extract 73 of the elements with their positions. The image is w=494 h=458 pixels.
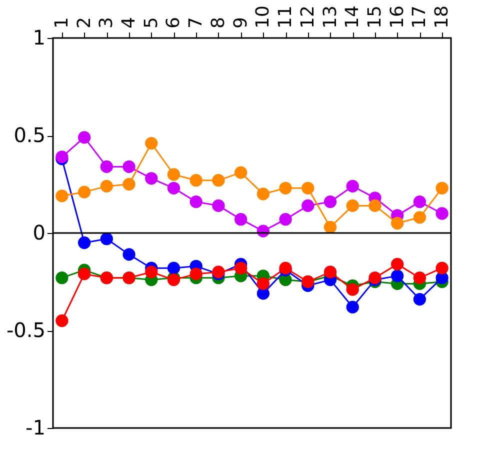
point xyxy=(56,272,68,284)
point xyxy=(302,182,314,194)
x-tick-label: 7 xyxy=(186,17,207,28)
point xyxy=(346,180,359,193)
point xyxy=(368,199,382,212)
x-tick-label: 17 xyxy=(409,6,430,28)
x-tick-label: 10 xyxy=(252,6,274,28)
y-tick-label: -0.5 xyxy=(6,318,46,342)
point xyxy=(436,207,448,220)
point xyxy=(78,131,91,144)
point xyxy=(145,266,158,278)
point xyxy=(436,182,448,194)
point xyxy=(324,195,337,208)
point xyxy=(391,216,404,230)
x-tick-label: 16 xyxy=(386,6,408,28)
point xyxy=(145,136,158,150)
point xyxy=(167,168,180,181)
point xyxy=(78,268,91,280)
x-tick-label: 18 xyxy=(432,6,453,28)
point xyxy=(391,270,404,282)
point xyxy=(100,180,113,193)
point xyxy=(346,300,359,314)
x-tick-label: 2 xyxy=(74,17,95,28)
point xyxy=(100,160,113,174)
point xyxy=(256,277,270,290)
point xyxy=(78,186,91,198)
point xyxy=(234,213,248,226)
x-tick-label: 11 xyxy=(275,6,296,28)
point xyxy=(279,213,292,226)
point xyxy=(324,220,337,234)
y-tick-label: 0.5 xyxy=(14,123,46,147)
x-tick-label: 6 xyxy=(163,17,184,28)
point xyxy=(122,178,136,191)
point xyxy=(56,190,68,202)
point xyxy=(190,174,202,187)
point xyxy=(234,262,248,274)
point xyxy=(234,166,248,179)
point xyxy=(302,199,314,212)
x-tick-label: 15 xyxy=(364,6,386,28)
point xyxy=(122,160,136,174)
x-tick-label: 5 xyxy=(140,17,162,28)
point xyxy=(212,174,225,187)
point xyxy=(346,283,359,296)
point xyxy=(324,266,337,278)
point xyxy=(212,199,225,212)
point xyxy=(167,182,180,194)
point xyxy=(122,248,136,261)
point xyxy=(346,199,359,212)
point xyxy=(190,268,202,280)
x-tick-label: 13 xyxy=(320,6,341,28)
x-tick-label: 8 xyxy=(208,17,229,28)
point xyxy=(413,195,426,208)
x-tick-label: 14 xyxy=(342,6,364,28)
x-tick-label: 9 xyxy=(230,17,252,28)
point xyxy=(145,172,158,185)
point xyxy=(413,292,426,306)
x-tick-label: 3 xyxy=(96,17,118,28)
x-tick-label: 4 xyxy=(118,17,140,28)
point xyxy=(256,188,270,200)
x-tick-label: 1 xyxy=(51,17,72,28)
point xyxy=(56,314,68,328)
point xyxy=(279,182,292,194)
point xyxy=(167,262,180,274)
point xyxy=(78,236,91,250)
point xyxy=(413,211,426,224)
point xyxy=(391,258,404,271)
point xyxy=(100,232,113,246)
point xyxy=(436,262,448,274)
x-tick-label: 12 xyxy=(297,6,318,28)
y-tick-label: 0 xyxy=(32,220,46,244)
y-tick-label: -1 xyxy=(26,416,46,440)
point xyxy=(413,272,426,284)
point xyxy=(190,195,202,208)
